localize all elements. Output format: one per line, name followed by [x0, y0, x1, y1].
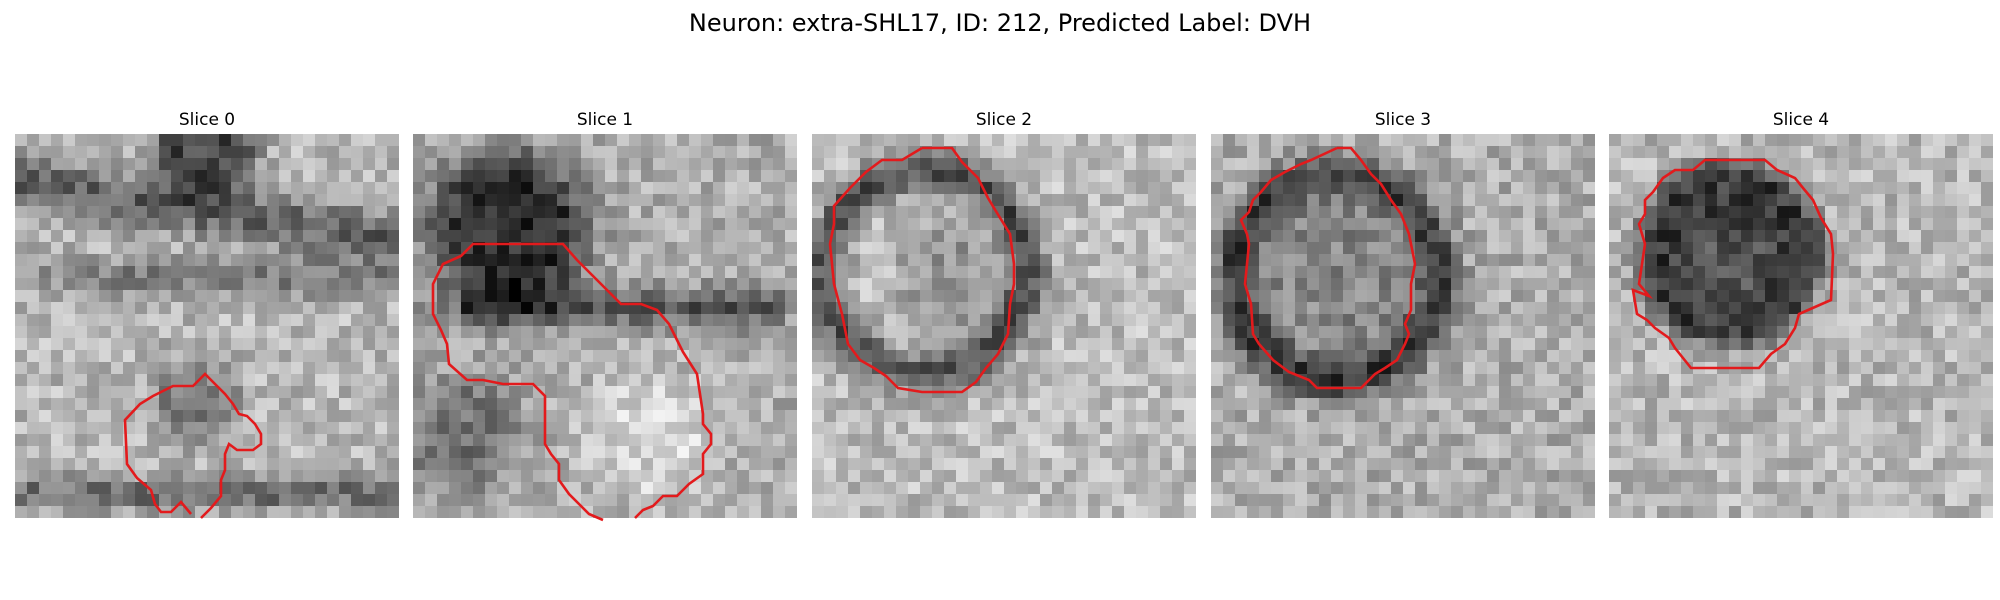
segmentation-contour: [1631, 158, 1835, 370]
segmentation-contour: [828, 146, 1016, 394]
slice-title: Slice 1: [576, 110, 634, 130]
slice-image: [413, 134, 797, 518]
slice-image: [812, 134, 1196, 518]
segmentation-contour: [123, 372, 263, 519]
slice-image: [15, 134, 399, 518]
slice-title: Slice 3: [1374, 110, 1432, 130]
slice-title: Slice 4: [1772, 110, 1830, 130]
slice-title: Slice 2: [975, 110, 1033, 130]
slice-image: [1609, 134, 1993, 518]
figure-title: Neuron: extra-SHL17, ID: 212, Predicted …: [688, 9, 1312, 37]
slice-title: Slice 0: [178, 110, 236, 130]
segmentation-contour: [431, 242, 713, 522]
segmentation-contour: [1239, 146, 1417, 390]
slice-image: [1211, 134, 1595, 518]
